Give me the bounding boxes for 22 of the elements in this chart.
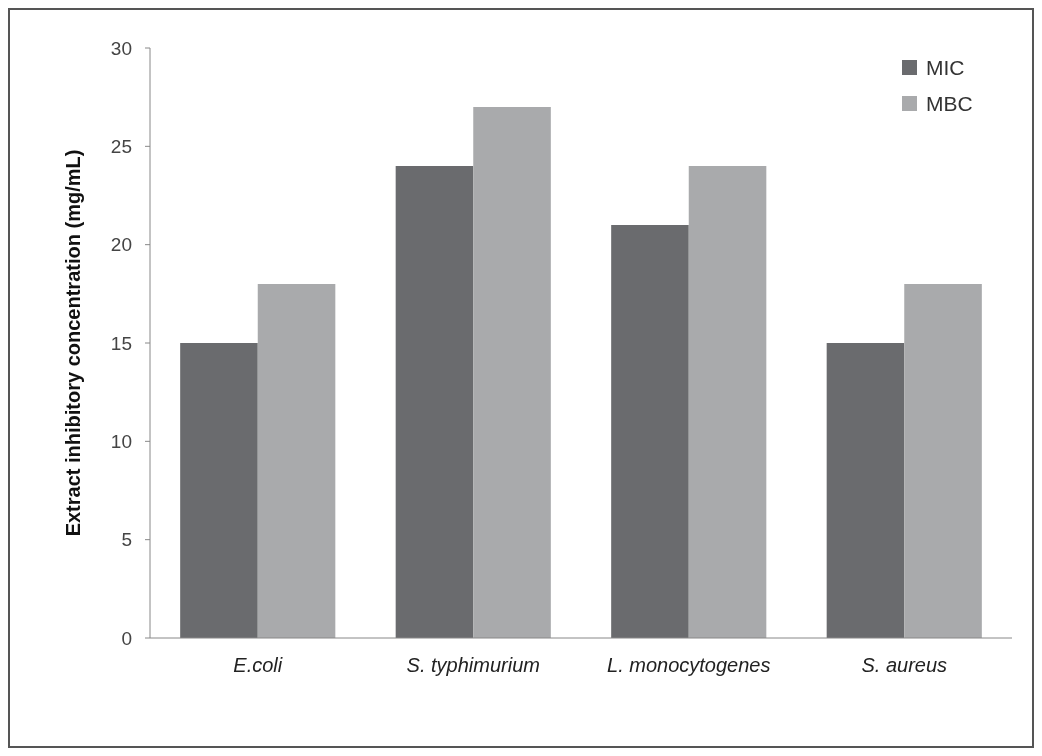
bar <box>688 166 767 638</box>
bar <box>395 166 474 638</box>
y-tick-label: 20 <box>110 234 132 256</box>
legend-label: MBC <box>926 92 973 116</box>
y-tick-label: 5 <box>121 529 132 551</box>
bar <box>904 284 982 638</box>
bar <box>611 225 689 638</box>
x-tick-label: S. aureus <box>861 654 948 676</box>
x-tick-label: L. monocytogenes <box>607 654 771 676</box>
bar <box>473 107 551 638</box>
y-axis-title: Extract inhibitory concentration (mg/mL) <box>62 149 84 537</box>
legend-label: MIC <box>926 56 965 80</box>
x-tick-label: S. typhimurium <box>406 654 540 676</box>
bar <box>826 343 905 638</box>
y-tick-label: 25 <box>110 135 132 157</box>
y-tick-label: 10 <box>110 430 132 452</box>
y-tick-label: 30 <box>110 37 132 59</box>
bar <box>180 343 258 638</box>
x-tick-label: E.coli <box>233 654 283 676</box>
bar <box>257 284 336 638</box>
y-tick-label: 15 <box>110 332 132 354</box>
y-tick-label: 0 <box>121 627 132 649</box>
